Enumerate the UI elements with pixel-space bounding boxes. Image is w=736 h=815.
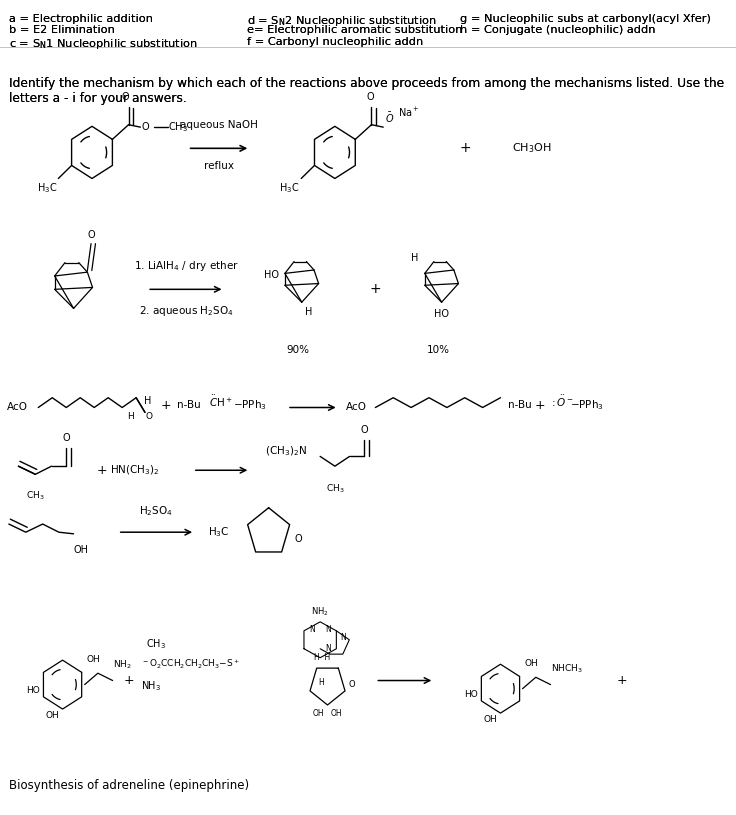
Text: O: O <box>349 680 355 689</box>
Text: HO: HO <box>464 689 478 699</box>
Text: +: + <box>124 674 134 687</box>
Text: e= Electrophilic aromatic substitution: e= Electrophilic aromatic substitution <box>247 25 462 35</box>
Text: Biosynthesis of adreneline (epinephrine): Biosynthesis of adreneline (epinephrine) <box>9 779 249 792</box>
Text: f = Carbonyl nucleophilic addn: f = Carbonyl nucleophilic addn <box>247 37 422 46</box>
Text: a = Electrophilic addition: a = Electrophilic addition <box>9 14 153 24</box>
Text: (CH$_3$)$_2$N: (CH$_3$)$_2$N <box>265 445 307 458</box>
Text: OH: OH <box>87 655 100 664</box>
Text: aqueous NaOH: aqueous NaOH <box>180 121 258 130</box>
Text: H: H <box>411 253 418 263</box>
Text: g = Nucleophilic subs at carbonyl(acyl Xfer): g = Nucleophilic subs at carbonyl(acyl X… <box>460 14 711 24</box>
Text: OH: OH <box>525 659 538 668</box>
Text: HO: HO <box>434 309 449 319</box>
Text: CH$_3$OH: CH$_3$OH <box>512 142 551 155</box>
Text: CH$_3$: CH$_3$ <box>26 489 45 501</box>
Text: h = Conjugate (nucleophilic) addn: h = Conjugate (nucleophilic) addn <box>460 25 656 35</box>
Text: AcO: AcO <box>7 403 29 412</box>
Text: HO: HO <box>264 271 279 280</box>
Text: NH$_2$: NH$_2$ <box>311 606 329 619</box>
Text: CH$_3$: CH$_3$ <box>146 637 166 650</box>
Text: reflux: reflux <box>204 161 233 170</box>
Text: HO: HO <box>26 685 40 695</box>
Text: $^-$O$_2$CCH$_2$CH$_2$CH$_3$$-$S$^+$: $^-$O$_2$CCH$_2$CH$_2$CH$_3$$-$S$^+$ <box>141 658 241 671</box>
Text: a = Electrophilic addition: a = Electrophilic addition <box>9 14 153 24</box>
Text: CH$_3$: CH$_3$ <box>169 121 188 134</box>
Text: O: O <box>146 412 153 421</box>
Text: OH: OH <box>45 711 59 720</box>
Text: +: + <box>160 399 171 412</box>
Text: OH: OH <box>330 709 342 718</box>
Text: Identify the mechanism by which each of the reactions above proceeds from among : Identify the mechanism by which each of … <box>9 77 724 104</box>
Text: 1. LiAlH$_4$ / dry ether: 1. LiAlH$_4$ / dry ether <box>134 259 238 273</box>
Text: CH$_3$: CH$_3$ <box>325 482 344 495</box>
Text: H: H <box>318 677 324 687</box>
Text: $-$PPh$_3$: $-$PPh$_3$ <box>570 399 604 412</box>
Text: 90%: 90% <box>286 345 310 355</box>
Text: OH: OH <box>313 709 325 718</box>
Text: $-$PPh$_3$: $-$PPh$_3$ <box>233 399 266 412</box>
Text: N: N <box>325 624 331 633</box>
Text: c = S$_{\mathrm{N}}$1 Nucleophilic substitution: c = S$_{\mathrm{N}}$1 Nucleophilic subst… <box>9 37 197 51</box>
Text: d = S$_{\mathrm{N}}$2 Nucleophilic substitution: d = S$_{\mathrm{N}}$2 Nucleophilic subst… <box>247 14 436 28</box>
Text: H$_3$C: H$_3$C <box>37 181 57 195</box>
Text: $:\ddot{O}$$^-$: $:\ddot{O}$$^-$ <box>549 394 573 408</box>
Text: H: H <box>305 307 313 317</box>
Text: H$_2$SO$_4$: H$_2$SO$_4$ <box>139 504 173 518</box>
Text: b = E2 Elimination: b = E2 Elimination <box>9 25 115 35</box>
Text: O: O <box>88 230 95 240</box>
Text: g = Nucleophilic subs at carbonyl(acyl Xfer): g = Nucleophilic subs at carbonyl(acyl X… <box>460 14 711 24</box>
Text: h = Conjugate (nucleophilic) addn: h = Conjugate (nucleophilic) addn <box>460 25 656 35</box>
Text: Na$^+$: Na$^+$ <box>398 106 420 119</box>
Text: n-Bu: n-Bu <box>177 400 200 410</box>
Text: $\bar{O}$: $\bar{O}$ <box>385 111 394 125</box>
Text: b = E2 Elimination: b = E2 Elimination <box>9 25 115 35</box>
Text: f = Carbonyl nucleophilic addn: f = Carbonyl nucleophilic addn <box>247 37 422 46</box>
Text: H: H <box>144 396 151 406</box>
Text: N: N <box>325 644 331 654</box>
Text: O: O <box>121 92 129 102</box>
Text: +: + <box>369 282 381 297</box>
Text: c = S$_{\mathrm{N}}$1 Nucleophilic substitution: c = S$_{\mathrm{N}}$1 Nucleophilic subst… <box>9 37 197 51</box>
Text: N: N <box>340 633 346 642</box>
Text: H: H <box>127 412 134 421</box>
Text: +: + <box>617 674 627 687</box>
Text: NH$_3$: NH$_3$ <box>141 680 161 693</box>
Text: O: O <box>141 122 149 132</box>
Text: 2. aqueous H$_2$SO$_4$: 2. aqueous H$_2$SO$_4$ <box>139 304 233 318</box>
Text: $\ddot{C}$H$^+$: $\ddot{C}$H$^+$ <box>209 394 233 408</box>
Text: NHCH$_3$: NHCH$_3$ <box>551 663 582 675</box>
Text: HN(CH$_3$)$_2$: HN(CH$_3$)$_2$ <box>110 464 160 477</box>
Text: N: N <box>309 624 315 633</box>
Text: OH: OH <box>74 545 88 555</box>
Text: NH$_2$: NH$_2$ <box>113 659 131 671</box>
Text: O: O <box>361 425 368 435</box>
Text: +: + <box>534 399 545 412</box>
Text: Identify the mechanism by which each of the reactions above proceeds from among : Identify the mechanism by which each of … <box>9 77 724 104</box>
Text: 10%: 10% <box>426 345 450 355</box>
Text: H  H: H H <box>314 653 330 662</box>
Text: O: O <box>294 534 302 544</box>
Text: O: O <box>367 92 374 102</box>
Text: OH: OH <box>483 715 497 725</box>
Text: O: O <box>63 434 70 443</box>
Text: H$_3$C: H$_3$C <box>280 181 300 195</box>
Text: AcO: AcO <box>346 403 367 412</box>
Text: n-Bu: n-Bu <box>508 400 531 410</box>
Text: +: + <box>459 141 471 156</box>
Text: e= Electrophilic aromatic substitution: e= Electrophilic aromatic substitution <box>247 25 462 35</box>
Text: H$_3$C: H$_3$C <box>208 526 229 539</box>
Text: +: + <box>96 464 107 477</box>
Text: d = S$_{\mathrm{N}}$2 Nucleophilic substitution: d = S$_{\mathrm{N}}$2 Nucleophilic subst… <box>247 14 436 28</box>
